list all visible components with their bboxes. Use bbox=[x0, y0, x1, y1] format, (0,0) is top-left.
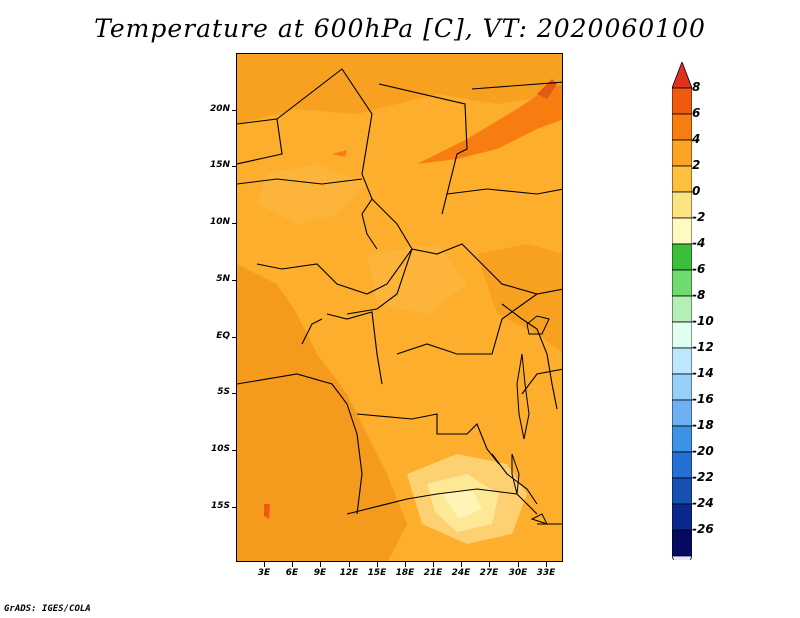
longitude-tick bbox=[518, 562, 519, 567]
colorbar-label: -26 bbox=[692, 522, 714, 536]
longitude-label: 18E bbox=[395, 568, 415, 578]
temperature-field bbox=[237, 54, 562, 561]
longitude-tick bbox=[320, 562, 321, 567]
latitude-label: 10N bbox=[209, 217, 230, 227]
latitude-label: 5S bbox=[217, 387, 230, 397]
latitude-label: 15S bbox=[210, 501, 230, 511]
latitude-tick bbox=[232, 223, 237, 224]
colorbar-label: 0 bbox=[692, 184, 701, 198]
colorbar-label: -2 bbox=[692, 210, 706, 224]
colorbar-label: 8 bbox=[692, 80, 701, 94]
longitude-label: 24E bbox=[451, 568, 471, 578]
longitude-label: 21E bbox=[423, 568, 443, 578]
latitude-tick bbox=[232, 507, 237, 508]
colorbar-label: 2 bbox=[692, 158, 701, 172]
longitude-label: 3E bbox=[257, 568, 271, 578]
colorbar-segment bbox=[672, 191, 692, 219]
latitude-tick bbox=[232, 110, 237, 111]
longitude-label: 15E bbox=[367, 568, 387, 578]
longitude-label: 6E bbox=[285, 568, 299, 578]
latitude-label: 10S bbox=[210, 444, 230, 454]
colorbar-segment bbox=[672, 87, 692, 115]
latitude-label: EQ bbox=[216, 331, 230, 341]
colorbar-over-triangle bbox=[672, 62, 692, 89]
longitude-tick bbox=[433, 562, 434, 567]
colorbar-segment bbox=[672, 243, 692, 271]
colorbar-segment bbox=[672, 165, 692, 193]
colorbar-label: -18 bbox=[692, 418, 714, 432]
longitude-label: 9E bbox=[313, 568, 327, 578]
colorbar-segment bbox=[672, 451, 692, 479]
colorbar-label: 6 bbox=[692, 106, 701, 120]
latitude-tick bbox=[232, 166, 237, 167]
colorbar-label: -22 bbox=[692, 470, 714, 484]
colorbar bbox=[672, 62, 692, 560]
colorbar-segment bbox=[672, 269, 692, 297]
latitude-tick bbox=[232, 337, 237, 338]
longitude-label: 27E bbox=[479, 568, 499, 578]
latitude-tick bbox=[232, 450, 237, 451]
colorbar-segment bbox=[672, 373, 692, 401]
latitude-label: 15N bbox=[209, 160, 230, 170]
colorbar-segment bbox=[672, 113, 692, 141]
colorbar-segment bbox=[672, 477, 692, 505]
colorbar-segment bbox=[672, 217, 692, 245]
colorbar-segment bbox=[672, 295, 692, 323]
longitude-tick bbox=[461, 562, 462, 567]
colorbar-segment bbox=[672, 529, 692, 557]
longitude-tick bbox=[546, 562, 547, 567]
longitude-label: 12E bbox=[339, 568, 359, 578]
longitude-tick bbox=[349, 562, 350, 567]
latitude-tick bbox=[232, 280, 237, 281]
longitude-tick bbox=[405, 562, 406, 567]
colorbar-label: -6 bbox=[692, 262, 706, 276]
temperature-map bbox=[236, 53, 563, 562]
colorbar-segment bbox=[672, 139, 692, 167]
colorbar-label: 4 bbox=[692, 132, 701, 146]
longitude-tick bbox=[292, 562, 293, 567]
colorbar-label: -8 bbox=[692, 288, 706, 302]
colorbar-segment bbox=[672, 425, 692, 453]
colorbar-label: -20 bbox=[692, 444, 714, 458]
colorbar-label: -4 bbox=[692, 236, 706, 250]
colorbar-label: -10 bbox=[692, 314, 714, 328]
credit-text: GrADS: IGES/COLA bbox=[4, 604, 91, 614]
map-title: Temperature at 600hPa [C], VT: 202006010… bbox=[94, 14, 706, 43]
latitude-label: 20N bbox=[209, 104, 230, 114]
colorbar-segment bbox=[672, 503, 692, 531]
colorbar-label: -12 bbox=[692, 340, 714, 354]
latitude-tick bbox=[232, 393, 237, 394]
colorbar-label: -14 bbox=[692, 366, 714, 380]
colorbar-segment bbox=[672, 399, 692, 427]
longitude-tick bbox=[377, 562, 378, 567]
longitude-label: 33E bbox=[536, 568, 556, 578]
longitude-tick bbox=[264, 562, 265, 567]
longitude-label: 30E bbox=[508, 568, 528, 578]
colorbar-label: -24 bbox=[692, 496, 714, 510]
latitude-label: 5N bbox=[216, 274, 230, 284]
colorbar-segment bbox=[672, 321, 692, 349]
colorbar-segment bbox=[672, 347, 692, 375]
colorbar-label: -16 bbox=[692, 392, 714, 406]
longitude-tick bbox=[489, 562, 490, 567]
colorbar-under-triangle bbox=[672, 555, 692, 560]
